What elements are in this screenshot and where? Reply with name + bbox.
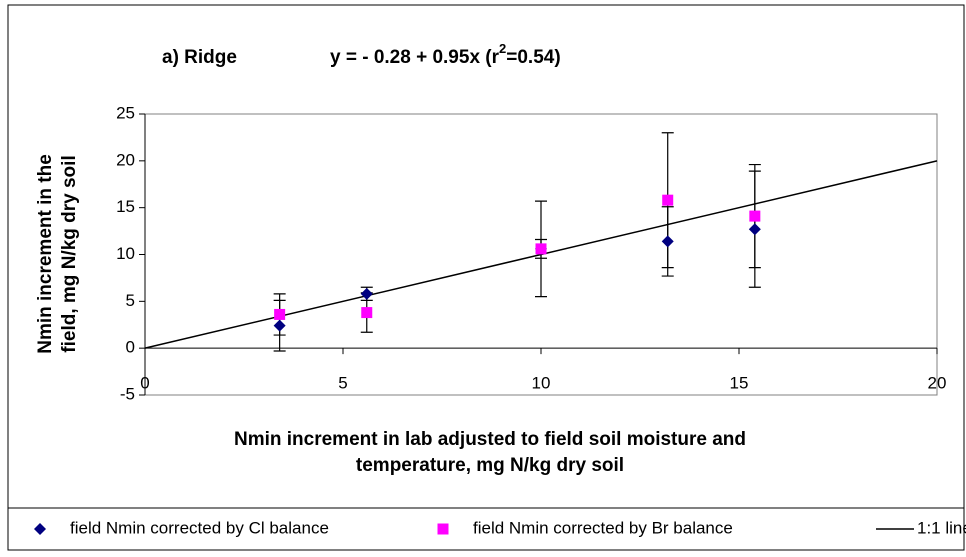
y-tick-label: 10: [116, 244, 135, 263]
y-axis-label-line: Nmin increment in the: [35, 154, 56, 354]
point: [662, 194, 674, 206]
point: [749, 210, 761, 222]
chart-title: a) Ridge: [162, 47, 237, 68]
y-axis-label-line: field, mg N/kg dry soil: [59, 155, 80, 352]
legend-label: field Nmin corrected by Cl balance: [70, 518, 329, 537]
equation-suffix: =0.54): [506, 47, 560, 68]
x-tick-label: 15: [730, 374, 749, 393]
point: [273, 319, 286, 332]
point: [535, 243, 547, 255]
equation-text: y = - 0.28 + 0.95x (r: [330, 47, 500, 68]
equation-superscript: 2: [499, 41, 506, 56]
x-axis-label: temperature, mg N/kg dry soil: [356, 455, 624, 476]
y-tick-label: 5: [126, 291, 135, 310]
point: [360, 287, 373, 300]
y-tick-label: 25: [116, 103, 135, 122]
y-tick-label: 0: [126, 338, 135, 357]
x-tick-label: 10: [532, 374, 551, 393]
y-tick-label: 20: [116, 150, 135, 169]
point: [274, 308, 286, 320]
equation: y = - 0.28 + 0.95x (r2=0.54): [330, 41, 561, 68]
y-tick-label: 15: [116, 197, 135, 216]
legend-label: 1:1 line: [917, 518, 966, 537]
legend-marker: [437, 523, 449, 535]
y-tick-label: -5: [120, 384, 135, 403]
x-tick-label: 0: [140, 374, 149, 393]
legend-marker: [34, 523, 46, 535]
point: [748, 223, 761, 236]
legend-label: field Nmin corrected by Br balance: [473, 518, 733, 537]
y-axis-label: Nmin increment in the field, mg N/kg dry…: [35, 154, 80, 354]
chart-border: [7, 4, 965, 551]
point: [361, 307, 373, 319]
x-tick-label: 20: [928, 374, 947, 393]
point: [661, 235, 674, 248]
x-axis-label: Nmin increment in lab adjusted to field …: [234, 429, 746, 450]
x-tick-label: 5: [338, 374, 347, 393]
